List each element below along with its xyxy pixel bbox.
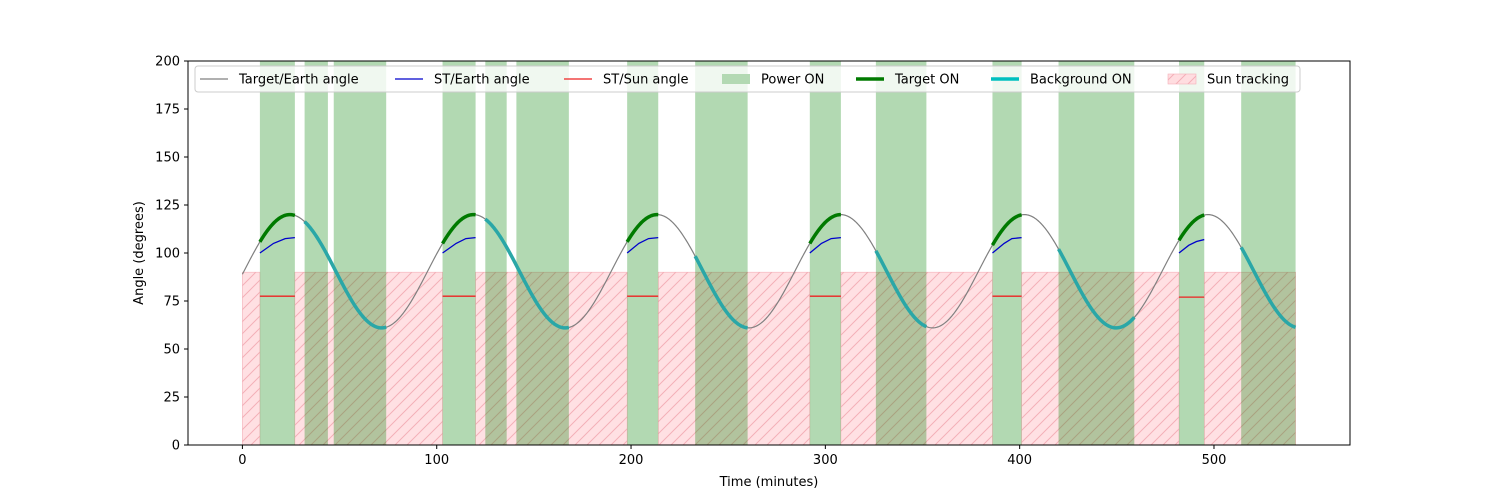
sun-tracking-hatch <box>1021 271 1180 446</box>
target-on-segment <box>990 213 1022 247</box>
target-on-segment <box>441 212 476 245</box>
x-tick-label: 300 <box>813 453 838 468</box>
st-earth-segment <box>626 236 659 254</box>
y-tick-label: 100 <box>155 247 180 262</box>
st-earth-segment <box>809 236 841 254</box>
y-tick-label: 25 <box>163 391 180 406</box>
sun-tracking-hatch <box>657 271 811 446</box>
sun-tracking-hatch <box>840 271 993 446</box>
y-tick-label: 75 <box>163 295 180 310</box>
st-earth-segment <box>442 236 476 254</box>
power-on-band <box>1058 61 1135 445</box>
y-tick-label: 200 <box>155 55 180 70</box>
y-tick-label: 125 <box>155 199 180 214</box>
legend-label: Background ON <box>1030 73 1132 88</box>
sun-tracking-hatch <box>294 271 443 446</box>
st-earth-segment <box>992 236 1022 254</box>
ticks-layer: 0 100 200 300 400 500 0 25 50 75 100 125 150 175 200 <box>155 55 1226 469</box>
sun-tracking-hatch <box>475 271 628 446</box>
power-on-band <box>442 61 476 445</box>
legend-label: Sun tracking <box>1207 73 1289 88</box>
sun-tracking-hatch <box>1203 271 1296 446</box>
x-tick-label: 100 <box>424 453 449 468</box>
target-on-segment <box>1177 213 1205 242</box>
x-tick-label: 0 <box>238 453 246 468</box>
power-on-band <box>875 61 927 445</box>
power-on-band <box>485 61 507 445</box>
y-tick-label: 0 <box>172 439 180 454</box>
sun-tracking-hatch <box>242 271 261 446</box>
power-on-band <box>695 61 748 445</box>
power-on-band <box>809 61 841 445</box>
power-on-band <box>304 61 328 445</box>
background-on-segment <box>693 255 748 330</box>
target-on-segment <box>625 212 659 243</box>
x-tick-label: 200 <box>619 453 644 468</box>
legend-label: Target ON <box>894 73 959 88</box>
power-on-band <box>1179 61 1205 445</box>
legend-label: Power ON <box>761 73 824 88</box>
target-on-segment <box>258 212 296 243</box>
background-on-segment <box>874 249 928 329</box>
legend-handle-patch <box>722 74 750 84</box>
power-on-band <box>1241 61 1296 445</box>
power-on-band <box>627 61 659 445</box>
x-tick-label: 400 <box>1007 453 1032 468</box>
series-layer <box>241 212 1297 330</box>
legend: Target/Earth angle ST/Earth angle ST/Sun a… <box>194 65 1301 93</box>
legend-label: Target/Earth angle <box>238 73 359 88</box>
sun-tracking-layer <box>242 271 1296 446</box>
power-on-band <box>259 61 295 445</box>
background-on-segment <box>1239 246 1297 329</box>
y-tick-label: 150 <box>155 151 180 166</box>
y-tick-label: 50 <box>163 343 180 358</box>
legend-label: ST/Sun angle <box>603 73 689 88</box>
target-on-segment <box>808 212 841 245</box>
power-on-layer <box>259 61 1296 445</box>
st-earth-segment <box>1178 238 1205 254</box>
background-on-segment <box>303 220 387 330</box>
x-axis-label: Time (minutes) <box>719 475 819 490</box>
y-axis-label: Angle (degrees) <box>132 201 147 305</box>
y-tick-label: 175 <box>155 103 180 118</box>
power-on-band <box>992 61 1022 445</box>
power-on-band <box>516 61 569 445</box>
legend-label: ST/Earth angle <box>434 73 530 88</box>
background-on-segment <box>1057 248 1136 330</box>
power-on-band <box>333 61 387 445</box>
legend-handle-hatch <box>1167 73 1197 85</box>
x-tick-label: 500 <box>1202 453 1227 468</box>
st-earth-segment <box>259 236 295 254</box>
background-on-segment <box>484 217 570 330</box>
